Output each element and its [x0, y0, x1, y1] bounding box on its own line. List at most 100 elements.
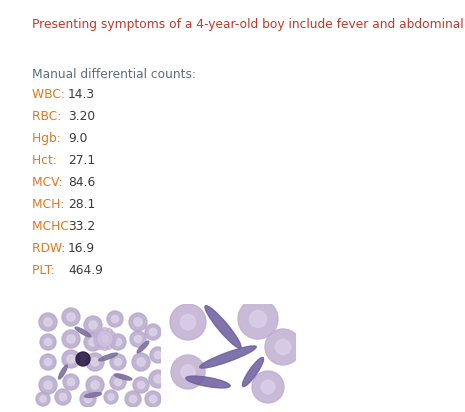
Ellipse shape	[110, 354, 126, 370]
Text: Hct:: Hct:	[32, 154, 61, 167]
Ellipse shape	[110, 374, 126, 390]
Ellipse shape	[89, 338, 97, 346]
Ellipse shape	[67, 378, 74, 386]
Text: MCHC:: MCHC:	[32, 220, 77, 233]
Ellipse shape	[154, 375, 162, 383]
Ellipse shape	[40, 354, 56, 370]
Ellipse shape	[112, 316, 119, 323]
Ellipse shape	[134, 318, 142, 326]
Circle shape	[101, 328, 108, 335]
Circle shape	[93, 335, 100, 342]
Ellipse shape	[170, 304, 206, 340]
Ellipse shape	[62, 350, 80, 368]
Text: 16.9: 16.9	[68, 242, 95, 255]
Text: PLT:: PLT:	[32, 264, 59, 277]
Ellipse shape	[86, 353, 104, 371]
Text: 33.2: 33.2	[68, 220, 95, 233]
Ellipse shape	[86, 376, 104, 394]
Ellipse shape	[149, 370, 167, 388]
Text: Manual differential counts:: Manual differential counts:	[32, 68, 196, 81]
Ellipse shape	[44, 338, 52, 346]
Ellipse shape	[84, 333, 102, 351]
Ellipse shape	[75, 327, 91, 337]
Ellipse shape	[133, 377, 149, 393]
Ellipse shape	[130, 331, 146, 347]
Ellipse shape	[242, 358, 264, 386]
Text: RBC:: RBC:	[32, 110, 65, 123]
Text: WBC:: WBC:	[32, 88, 69, 101]
Circle shape	[108, 332, 115, 339]
Ellipse shape	[180, 314, 196, 330]
Text: 9.0: 9.0	[68, 132, 87, 145]
Circle shape	[76, 352, 90, 366]
Ellipse shape	[84, 316, 102, 334]
Ellipse shape	[85, 393, 101, 398]
Ellipse shape	[134, 335, 142, 343]
Ellipse shape	[91, 381, 99, 389]
Ellipse shape	[186, 376, 230, 388]
Ellipse shape	[205, 306, 241, 348]
Ellipse shape	[125, 391, 141, 407]
Ellipse shape	[171, 355, 205, 389]
Ellipse shape	[67, 355, 75, 363]
Ellipse shape	[149, 328, 157, 336]
Ellipse shape	[110, 334, 126, 350]
Circle shape	[106, 342, 113, 349]
Ellipse shape	[89, 321, 97, 329]
Ellipse shape	[129, 313, 147, 331]
Ellipse shape	[44, 358, 52, 365]
Ellipse shape	[132, 353, 150, 371]
Circle shape	[108, 339, 115, 346]
Ellipse shape	[265, 329, 301, 365]
Text: 3.20: 3.20	[68, 110, 95, 123]
Ellipse shape	[275, 339, 291, 355]
Ellipse shape	[55, 389, 71, 405]
Ellipse shape	[114, 374, 132, 380]
Text: RDW:: RDW:	[32, 242, 69, 255]
Ellipse shape	[145, 391, 161, 407]
Ellipse shape	[137, 382, 145, 389]
Text: MCH:: MCH:	[32, 198, 68, 211]
Ellipse shape	[99, 353, 118, 361]
Ellipse shape	[59, 365, 67, 379]
Ellipse shape	[36, 392, 50, 406]
Ellipse shape	[67, 335, 75, 343]
Ellipse shape	[149, 396, 157, 403]
Ellipse shape	[252, 371, 284, 403]
Ellipse shape	[85, 396, 92, 403]
Ellipse shape	[250, 311, 266, 328]
Text: 27.1: 27.1	[68, 154, 95, 167]
Ellipse shape	[62, 308, 80, 326]
Ellipse shape	[40, 334, 56, 350]
Circle shape	[101, 344, 108, 351]
Ellipse shape	[107, 311, 123, 327]
Ellipse shape	[200, 346, 256, 368]
Text: 84.6: 84.6	[68, 176, 95, 189]
Ellipse shape	[137, 341, 149, 353]
Ellipse shape	[67, 313, 75, 321]
Circle shape	[98, 329, 105, 335]
Ellipse shape	[114, 358, 122, 365]
Ellipse shape	[145, 324, 161, 340]
Circle shape	[106, 329, 113, 335]
Ellipse shape	[108, 394, 114, 400]
Text: Hgb:: Hgb:	[32, 132, 65, 145]
Text: 28.1: 28.1	[68, 198, 95, 211]
Text: 14.3: 14.3	[68, 88, 95, 101]
Circle shape	[98, 332, 112, 346]
Circle shape	[94, 339, 101, 346]
Ellipse shape	[40, 396, 46, 402]
Ellipse shape	[62, 330, 80, 348]
Ellipse shape	[114, 378, 122, 386]
Ellipse shape	[181, 365, 195, 379]
Ellipse shape	[63, 374, 79, 390]
Text: MCV:: MCV:	[32, 176, 66, 189]
Ellipse shape	[80, 391, 96, 407]
Ellipse shape	[39, 313, 57, 331]
Text: 464.9: 464.9	[68, 264, 103, 277]
Ellipse shape	[44, 318, 52, 326]
Circle shape	[109, 335, 117, 342]
Ellipse shape	[60, 393, 66, 400]
Ellipse shape	[44, 381, 52, 389]
Ellipse shape	[261, 380, 275, 394]
